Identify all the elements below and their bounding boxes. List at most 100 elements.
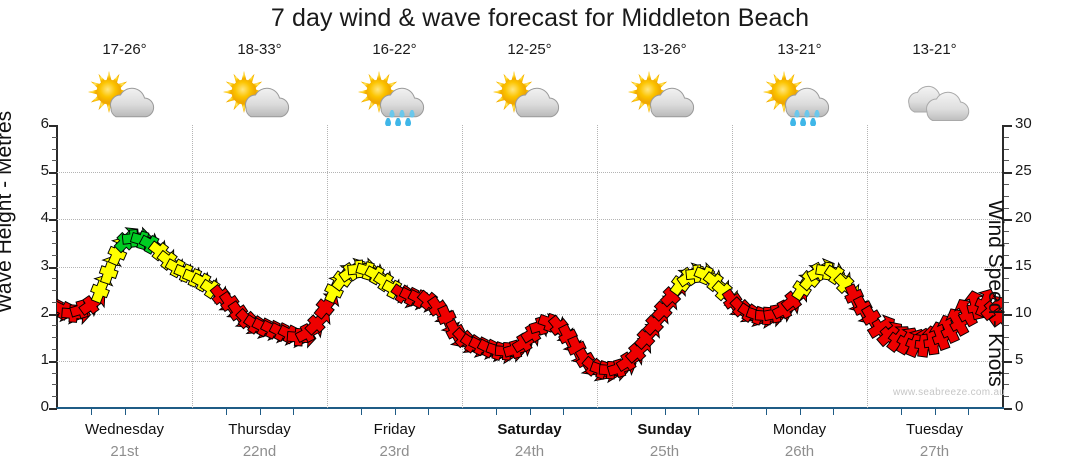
gridline-horizontal (57, 172, 1002, 174)
left-axis-minor-tick (52, 136, 57, 138)
bottom-axis-tick (259, 408, 261, 415)
left-axis-minor-tick (52, 278, 57, 280)
left-axis-minor-tick (52, 160, 57, 162)
cloudy-icon (865, 68, 1005, 124)
bottom-axis-tick (225, 408, 227, 415)
day-date-thursday: 22nd (242, 443, 277, 460)
left-axis-tick-label: 6 (40, 115, 49, 132)
bottom-axis-tick (428, 408, 430, 415)
right-axis-minor-tick (1004, 195, 1009, 197)
temperature-thursday: 18-33° (237, 41, 282, 58)
left-axis-minor-tick (52, 195, 57, 197)
gridline-horizontal (57, 313, 1002, 315)
right-axis-tick (1004, 172, 1012, 175)
left-axis-minor-tick (52, 396, 57, 398)
left-axis-minor-tick (52, 290, 57, 292)
bottom-axis-tick (799, 408, 801, 415)
partly-cloudy-icon (595, 68, 735, 124)
bottom-axis-tick (495, 408, 497, 415)
gridline-vertical (867, 125, 868, 408)
gridline-vertical (462, 125, 463, 408)
left-axis-minor-tick (52, 242, 57, 244)
left-axis-minor-tick (52, 254, 57, 256)
left-axis-minor-tick (52, 207, 57, 209)
right-axis-minor-tick (1004, 183, 1009, 185)
left-axis-tick (49, 266, 57, 269)
day-date-monday: 26th (784, 443, 815, 460)
left-axis-tick-label: 3 (40, 256, 49, 274)
right-axis-tick (1004, 125, 1012, 127)
right-axis-tick-label: 10 (1015, 303, 1032, 321)
left-axis-minor-tick (52, 183, 57, 185)
left-axis-minor-tick (52, 384, 57, 386)
right-axis-minor-tick (1004, 207, 1009, 209)
right-axis-minor-tick (1004, 242, 1009, 244)
day-name-monday: Monday (772, 421, 827, 438)
right-axis-minor-tick (1004, 372, 1009, 374)
gridline-vertical (327, 125, 328, 408)
left-axis-tick (49, 360, 57, 363)
left-axis-tick-label: 2 (40, 303, 49, 321)
bottom-axis-tick (394, 408, 396, 415)
right-axis-line (1002, 125, 1004, 408)
left-axis-tick (49, 219, 57, 222)
right-axis-tick-label: 15 (1015, 256, 1032, 274)
gridline-horizontal (57, 266, 1002, 268)
left-axis-tick (49, 313, 57, 316)
bottom-axis-tick (529, 408, 531, 415)
left-axis-tick-label: 1 (40, 350, 49, 368)
day-name-sunday: Sunday (637, 421, 692, 438)
right-axis-minor-tick (1004, 290, 1009, 292)
left-axis-tick-label: 0 (40, 398, 49, 415)
right-axis-minor-tick (1004, 301, 1009, 303)
right-axis-tick (1004, 313, 1012, 316)
left-axis-minor-tick (52, 349, 57, 351)
day-name-tuesday: Tuesday (906, 421, 963, 438)
watermark: www.seabreeze.com.au (893, 387, 1006, 398)
right-axis-tick (1004, 219, 1012, 222)
right-axis-tick-label: 0 (1015, 398, 1024, 415)
right-axis-tick-label: 5 (1015, 350, 1024, 368)
right-axis-minor-tick (1004, 337, 1009, 339)
left-axis-tick-label: 5 (40, 162, 49, 180)
bottom-axis-tick (360, 408, 362, 415)
partly-cloudy-icon (55, 68, 195, 124)
day-date-sunday: 25th (649, 443, 680, 460)
plot-area (57, 125, 1002, 408)
bottom-axis-tick (900, 408, 902, 415)
day-name-saturday: Saturday (497, 421, 562, 438)
right-axis-minor-tick (1004, 136, 1009, 138)
temperature-friday: 16-22° (372, 41, 417, 58)
bottom-axis-tick (90, 408, 92, 415)
left-axis-tick (49, 125, 57, 127)
right-axis-minor-tick (1004, 396, 1009, 398)
right-axis-tick (1004, 408, 1012, 410)
bottom-axis-tick (158, 408, 160, 415)
right-axis-minor-tick (1004, 231, 1009, 233)
sun-cloud-rain-icon (730, 68, 870, 126)
right-axis-minor-tick (1004, 384, 1009, 386)
day-date-tuesday: 27th (919, 443, 950, 460)
temperature-tuesday: 13-21° (912, 41, 957, 58)
temperature-saturday: 12-25° (507, 41, 552, 58)
right-axis-minor-tick (1004, 160, 1009, 162)
bottom-axis-tick (124, 408, 126, 415)
left-axis-tick (49, 408, 57, 410)
bottom-axis-tick (968, 408, 970, 415)
wind-arrow-layer (57, 226, 1002, 384)
left-axis-title: Wave Height - Metres (0, 110, 17, 314)
right-axis-title: Wind Speed - Knots (984, 200, 1007, 387)
day-name-thursday: Thursday (228, 421, 291, 438)
right-axis-minor-tick (1004, 278, 1009, 280)
left-axis-minor-tick (52, 337, 57, 339)
gridline-horizontal (57, 219, 1002, 221)
gridline-vertical (732, 125, 733, 408)
right-axis-minor-tick (1004, 349, 1009, 351)
day-name-friday: Friday (373, 421, 416, 438)
right-axis-tick-label: 25 (1015, 162, 1032, 180)
bottom-axis-tick (293, 408, 295, 415)
left-axis-minor-tick (52, 148, 57, 150)
day-date-wednesday: 21st (110, 443, 139, 460)
bottom-axis-tick (934, 408, 936, 415)
